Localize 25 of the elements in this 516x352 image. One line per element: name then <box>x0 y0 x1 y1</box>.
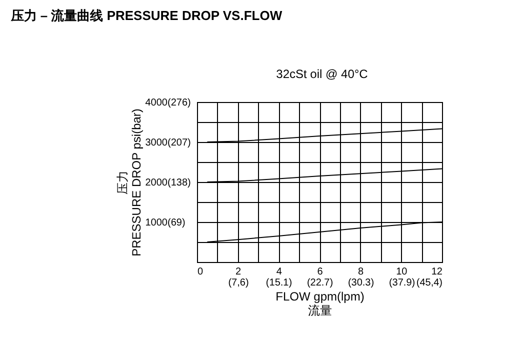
y-axis-title: 压力 PRESSURE DROP psi(bar) <box>115 108 144 256</box>
chart-title: 压力 – 流量曲线 PRESSURE DROP VS.FLOW <box>10 8 283 23</box>
x-tick-label: 6 <box>317 266 324 278</box>
x-tick-label: 8 <box>358 266 364 278</box>
y-tick-label: 4000 <box>145 98 168 108</box>
y2-tick-label: (69) <box>168 218 186 228</box>
x-tick-label: 10 <box>396 266 408 278</box>
y2-tick-label: (276) <box>168 98 191 108</box>
x-axis-title: FLOW gpm(lpm) 流量 <box>276 290 364 318</box>
y-tick-label: 1000 <box>145 218 168 228</box>
x-tick-label: 12 <box>431 266 443 278</box>
y-tick-label: 2000 <box>145 178 168 188</box>
x2-tick-label: (45,4) <box>416 278 442 288</box>
x2-tick-label: (30.3) <box>348 278 374 288</box>
x2-tick-label: (7,6) <box>228 278 249 288</box>
x2-tick-label: (22.7) <box>306 278 334 288</box>
y2-tick-label: (207) <box>168 138 191 148</box>
x-tick-label: 2 <box>236 266 242 278</box>
x-tick-label: 0 <box>198 266 204 278</box>
x2-tick-label: (37.9) <box>388 278 416 288</box>
x2-tick-label: (15.1) <box>266 278 292 288</box>
y2-tick-label: (138) <box>168 178 191 188</box>
y-tick-label: 3000 <box>145 138 168 148</box>
text: 32cSt oil @ 40°C <box>276 67 368 81</box>
x-tick-label: 4 <box>276 266 282 278</box>
